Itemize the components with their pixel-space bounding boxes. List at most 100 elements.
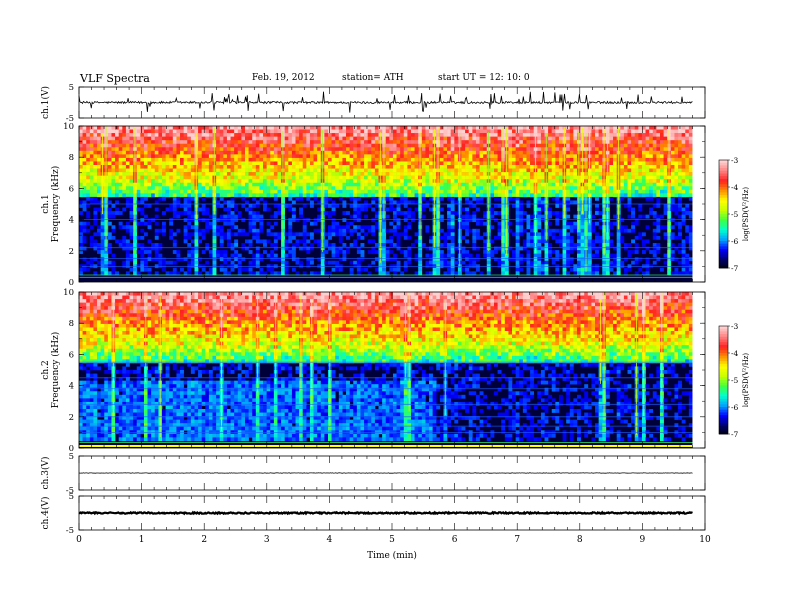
spectrogram-cell [454, 157, 459, 162]
spectrogram-cell [475, 147, 480, 152]
spectrogram-cell [147, 218, 152, 223]
spectrogram-cell [169, 228, 174, 233]
spectrogram-cell [295, 165, 300, 169]
spectrogram-cell [288, 143, 293, 148]
spectrogram-cell [273, 271, 278, 276]
spectrogram-cell [82, 136, 87, 141]
spectrogram-cell [219, 147, 224, 152]
spectrogram-cell [133, 271, 138, 276]
spectrogram-cell [569, 225, 574, 230]
spectrogram-cell [187, 207, 192, 212]
spectrogram-cell [454, 143, 459, 148]
spectrogram-cell [291, 161, 296, 166]
spectrogram-cell [595, 186, 599, 191]
spectrogram-cell [313, 154, 318, 159]
spectrogram-cell [172, 165, 177, 169]
spectrogram-cell [400, 250, 405, 254]
spectrogram-cell [522, 243, 527, 247]
spectrogram-cell [613, 271, 617, 276]
spectrogram-cell [540, 271, 545, 276]
spectrogram-cell [385, 168, 390, 173]
spectrogram-cell [86, 133, 91, 137]
spectrogram-cell [198, 168, 202, 173]
spectrogram-cell [425, 161, 430, 166]
spectrogram-cell [162, 150, 166, 155]
spectrogram-cell [537, 165, 542, 169]
spectrogram-cell [371, 175, 376, 180]
spectrogram-cell [122, 189, 127, 194]
spectrogram-cell [371, 225, 376, 230]
spectrogram-cell [208, 161, 213, 166]
spectrogram-cell [497, 260, 502, 265]
spectrogram-cell [151, 168, 156, 173]
spectrogram-cell [573, 179, 578, 184]
spectrogram-cell [104, 267, 109, 272]
spectrogram-cell [544, 271, 549, 276]
spectrogram-cell [562, 225, 567, 230]
spectrogram-cell [89, 165, 94, 169]
spectrogram-cell [439, 172, 444, 176]
spectrogram-cell [475, 193, 480, 198]
spectrogram-cell [216, 161, 221, 166]
spectrogram-cell [331, 175, 336, 180]
spectrogram-cell [338, 232, 343, 237]
spectrogram-cell [176, 165, 181, 169]
spectrogram-cell [158, 193, 163, 198]
spectrogram-cell [295, 175, 300, 180]
spectrogram-cell [540, 246, 545, 251]
spectrogram-cell [566, 196, 571, 201]
spectrogram-cell [190, 129, 195, 134]
spectrogram-cell [270, 161, 275, 166]
spectrogram-cell [187, 129, 192, 134]
spectrogram-cell [461, 179, 466, 184]
spectrogram-cell [79, 204, 83, 208]
spectrogram-cell [486, 260, 491, 265]
spectrogram-cell [169, 175, 174, 180]
spectrogram-cell [512, 232, 516, 237]
spectrogram-cell [140, 182, 145, 187]
spectrogram-cell [530, 150, 534, 155]
spectrogram-cell [490, 154, 495, 159]
spectrogram-cell [277, 140, 282, 145]
spectrogram-cell [263, 165, 267, 169]
spectrogram-cell [457, 129, 462, 134]
spectrogram-cell [97, 161, 101, 166]
spectrogram-cell [212, 228, 217, 233]
spectrogram-cell [212, 267, 217, 272]
spectrogram-cell [577, 126, 581, 130]
spectrogram-cell [396, 235, 401, 240]
spectrogram-cell [522, 150, 527, 155]
spectrogram-cell [324, 193, 329, 198]
spectrogram-cell [338, 246, 343, 251]
spectrogram-cell [313, 133, 318, 137]
spectrogram-cell [389, 204, 394, 208]
spectrogram-cell [263, 168, 267, 173]
spectrogram-cell [169, 133, 174, 137]
spectrogram-cell [609, 175, 614, 180]
spectrogram-cell [566, 168, 571, 173]
spectrogram-cell [396, 143, 401, 148]
spectrogram-cell [558, 150, 563, 155]
spectrogram-cell [346, 186, 350, 191]
spectrogram-cell [439, 189, 444, 194]
spectrogram-cell [385, 157, 390, 162]
spectrogram-cell [255, 154, 260, 159]
spectrogram-cell [591, 126, 596, 130]
spectrogram-cell [385, 214, 390, 219]
spectrogram-cell [595, 175, 599, 180]
spectrogram-cell [364, 168, 368, 173]
spectrogram-cell [277, 157, 282, 162]
spectrogram-cell [176, 161, 181, 166]
date-label: Feb. 19, 2012 [252, 73, 315, 83]
spectrogram-cell [562, 218, 567, 223]
spectrogram-cell [97, 175, 101, 180]
spectrogram-cell [194, 271, 199, 276]
spectrogram-cell [587, 221, 592, 226]
spectrogram-cell [259, 154, 264, 159]
spectrogram-cell [288, 246, 293, 251]
spectrogram-cell [425, 140, 430, 145]
spectrogram-cell [540, 193, 545, 198]
spectrogram-cell [154, 179, 159, 184]
spectrogram-cell [475, 221, 480, 226]
spectrogram-cell [241, 172, 246, 176]
